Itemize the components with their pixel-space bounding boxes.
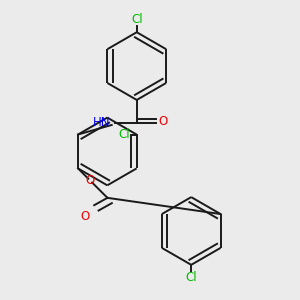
Text: Cl: Cl (131, 13, 142, 26)
Text: Cl: Cl (118, 128, 130, 141)
Text: O: O (80, 210, 90, 223)
Text: O: O (159, 115, 168, 128)
Text: HN: HN (93, 116, 110, 128)
Text: Cl: Cl (185, 271, 197, 284)
Text: O: O (85, 174, 94, 187)
